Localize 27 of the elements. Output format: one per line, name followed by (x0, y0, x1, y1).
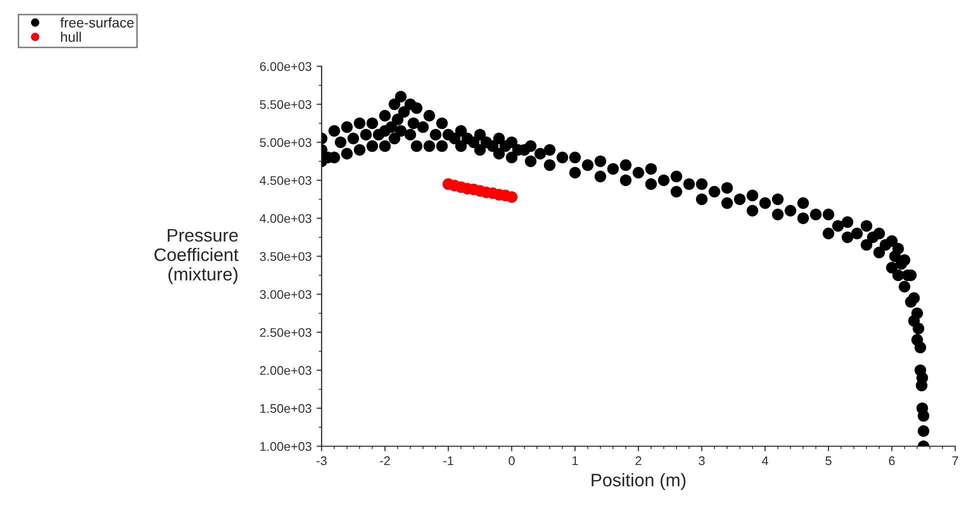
y-tick-label: 1.00e+03 (260, 442, 312, 451)
x-tick-label: 2 (636, 456, 642, 466)
y-tick-label: 1.50e+03 (260, 404, 312, 413)
y-tick-label: 5.00e+03 (260, 138, 312, 147)
y-tick-label: 2.00e+03 (260, 366, 312, 375)
y-tick-label: 5.50e+03 (260, 100, 312, 109)
y-tick-label: 4.00e+03 (260, 214, 312, 223)
x-tick-label: -3 (316, 456, 327, 466)
x-tick-label: 1 (572, 456, 578, 466)
y-tick-label: 4.50e+03 (260, 176, 312, 185)
legend-label: free-surface (60, 17, 134, 28)
x-tick-label: 3 (698, 456, 705, 466)
x-tick-label: 7 (952, 456, 958, 466)
y-tick-label: 3.00e+03 (260, 290, 312, 299)
x-tick-label: -1 (443, 456, 454, 466)
legend-label: hull (61, 32, 81, 42)
point (506, 191, 518, 203)
x-tick-label: 0 (508, 456, 515, 466)
y-tick-label: 3.50e+03 (260, 252, 312, 261)
x-tick-label: 6 (889, 456, 895, 466)
x-axis-title: Position (m) (592, 473, 686, 490)
y-axis-title: Pressure Coefficient (mixture) (154, 229, 238, 284)
y-tick-label: 2.50e+03 (260, 328, 312, 337)
x-tick-label: -2 (380, 456, 390, 466)
x-tick-label: 4 (762, 456, 768, 466)
y-tick-label: 6.00e+03 (260, 62, 312, 71)
x-tick-label: 5 (826, 456, 832, 466)
